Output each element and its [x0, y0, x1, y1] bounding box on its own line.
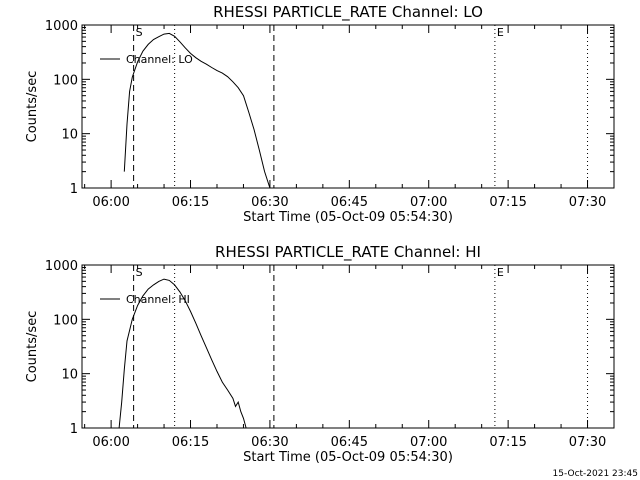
x-tick-label: 06:45 [331, 195, 368, 210]
x-axis-label: Start Time (05-Oct-09 05:54:30) [243, 450, 453, 465]
y-tick-label: 1000 [45, 259, 78, 274]
y-axis-label: Counts/sec [25, 71, 40, 143]
footer-timestamp: 15-Oct-2021 23:45 [553, 469, 638, 479]
y-axis-label: Counts/sec [25, 311, 40, 383]
x-tick-label: 07:15 [489, 195, 526, 210]
time-marker-label: E [497, 266, 504, 279]
x-tick-label: 06:15 [172, 195, 209, 210]
x-tick-label: 06:15 [172, 435, 209, 450]
x-tick-label: 07:30 [569, 195, 606, 210]
x-tick-label: 07:30 [569, 435, 606, 450]
y-tick-label: 100 [53, 73, 78, 88]
plot-frame [81, 264, 615, 429]
y-tick-label: 100 [53, 313, 78, 328]
y-tick-label: 1 [70, 422, 78, 437]
x-tick-label: 07:15 [489, 435, 526, 450]
y-tick-label: 10 [61, 368, 78, 383]
time-marker-label: S [136, 26, 143, 39]
series-line [123, 32, 271, 189]
legend-entry: Channel: HI [126, 293, 190, 306]
y-tick-label: 1000 [45, 19, 78, 34]
chart-panel-1: RHESSI PARTICLE_RATE Channel: LO Start Ti… [25, 3, 615, 225]
x-tick-label: 06:30 [251, 435, 288, 450]
x-tick-label: 06:45 [331, 435, 368, 450]
y-tick-label: 1 [70, 182, 78, 197]
y-tick-label: 10 [61, 128, 78, 143]
x-axis-label: Start Time (05-Oct-09 05:54:30) [243, 210, 453, 225]
chart-title: RHESSI PARTICLE_RATE Channel: LO [213, 3, 483, 22]
time-marker-label: S [136, 266, 143, 279]
time-marker-label: E [497, 26, 504, 39]
chart-panel-2: RHESSI PARTICLE_RATE Channel: HI Start Ti… [25, 243, 615, 465]
x-tick-label: 06:00 [92, 435, 129, 450]
legend-entry: Channel: LO [126, 53, 193, 66]
x-tick-label: 07:00 [410, 435, 447, 450]
x-tick-label: 06:30 [251, 195, 288, 210]
x-tick-label: 06:00 [92, 195, 129, 210]
plot-frame [81, 24, 615, 189]
x-tick-label: 07:00 [410, 195, 447, 210]
series-line [118, 278, 247, 429]
chart-title: RHESSI PARTICLE_RATE Channel: HI [215, 243, 481, 262]
